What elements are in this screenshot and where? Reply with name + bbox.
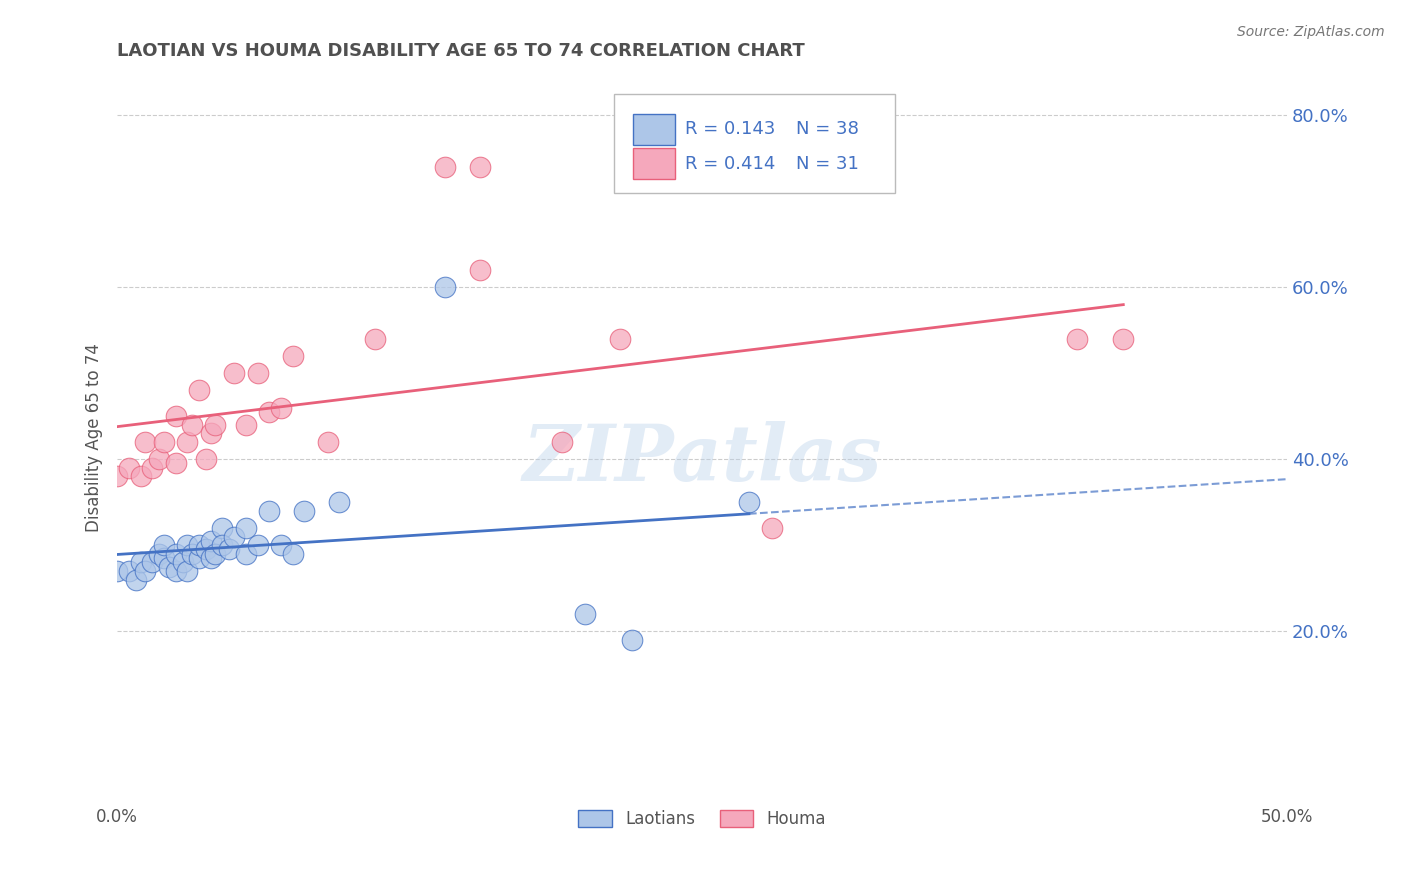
Point	[181, 417, 204, 432]
Point	[468, 263, 491, 277]
Point	[105, 469, 128, 483]
Point	[259, 504, 281, 518]
Point	[200, 551, 222, 566]
Point	[141, 460, 163, 475]
Point	[148, 452, 170, 467]
Point	[105, 564, 128, 578]
Point	[153, 551, 176, 566]
Point	[176, 435, 198, 450]
Legend: Laotians, Houma: Laotians, Houma	[572, 804, 832, 835]
Point	[433, 160, 456, 174]
Point	[176, 538, 198, 552]
Point	[211, 521, 233, 535]
Point	[235, 417, 257, 432]
Point	[129, 555, 152, 569]
Point	[176, 564, 198, 578]
Point	[246, 538, 269, 552]
Point	[165, 547, 187, 561]
Point	[165, 564, 187, 578]
Point	[246, 366, 269, 380]
Point	[125, 573, 148, 587]
Point	[195, 542, 218, 557]
Point	[620, 632, 643, 647]
Point	[153, 538, 176, 552]
Point	[235, 521, 257, 535]
Text: ZIPatlas: ZIPatlas	[523, 421, 882, 498]
FancyBboxPatch shape	[614, 95, 896, 193]
Point	[134, 435, 156, 450]
Point	[316, 435, 339, 450]
Point	[281, 547, 304, 561]
Point	[181, 547, 204, 561]
Point	[188, 384, 211, 398]
Point	[1066, 332, 1088, 346]
Point	[363, 332, 385, 346]
Point	[165, 457, 187, 471]
Point	[551, 435, 574, 450]
Point	[270, 401, 292, 415]
Text: N = 31: N = 31	[796, 154, 859, 173]
Point	[118, 460, 141, 475]
Point	[574, 607, 596, 621]
Point	[157, 559, 180, 574]
Point	[281, 349, 304, 363]
Point	[738, 495, 761, 509]
Point	[204, 547, 226, 561]
Point	[129, 469, 152, 483]
Point	[433, 280, 456, 294]
Point	[200, 426, 222, 441]
Point	[468, 160, 491, 174]
Point	[224, 529, 246, 543]
Point	[153, 435, 176, 450]
Point	[204, 417, 226, 432]
Text: LAOTIAN VS HOUMA DISABILITY AGE 65 TO 74 CORRELATION CHART: LAOTIAN VS HOUMA DISABILITY AGE 65 TO 74…	[117, 42, 806, 60]
FancyBboxPatch shape	[633, 148, 675, 179]
Point	[188, 551, 211, 566]
Y-axis label: Disability Age 65 to 74: Disability Age 65 to 74	[86, 343, 103, 533]
Point	[188, 538, 211, 552]
Text: R = 0.414: R = 0.414	[685, 154, 775, 173]
Point	[211, 538, 233, 552]
Text: N = 38: N = 38	[796, 120, 859, 138]
Point	[259, 405, 281, 419]
Point	[224, 366, 246, 380]
Point	[292, 504, 315, 518]
Point	[195, 452, 218, 467]
Point	[200, 533, 222, 548]
Point	[165, 409, 187, 424]
Text: R = 0.143: R = 0.143	[685, 120, 775, 138]
Point	[1112, 332, 1135, 346]
Point	[235, 547, 257, 561]
Point	[172, 555, 194, 569]
Point	[134, 564, 156, 578]
Point	[148, 547, 170, 561]
Text: Source: ZipAtlas.com: Source: ZipAtlas.com	[1237, 25, 1385, 39]
Point	[761, 521, 783, 535]
Point	[328, 495, 350, 509]
Point	[270, 538, 292, 552]
Point	[218, 542, 240, 557]
Point	[118, 564, 141, 578]
Point	[609, 332, 631, 346]
FancyBboxPatch shape	[633, 114, 675, 145]
Point	[141, 555, 163, 569]
